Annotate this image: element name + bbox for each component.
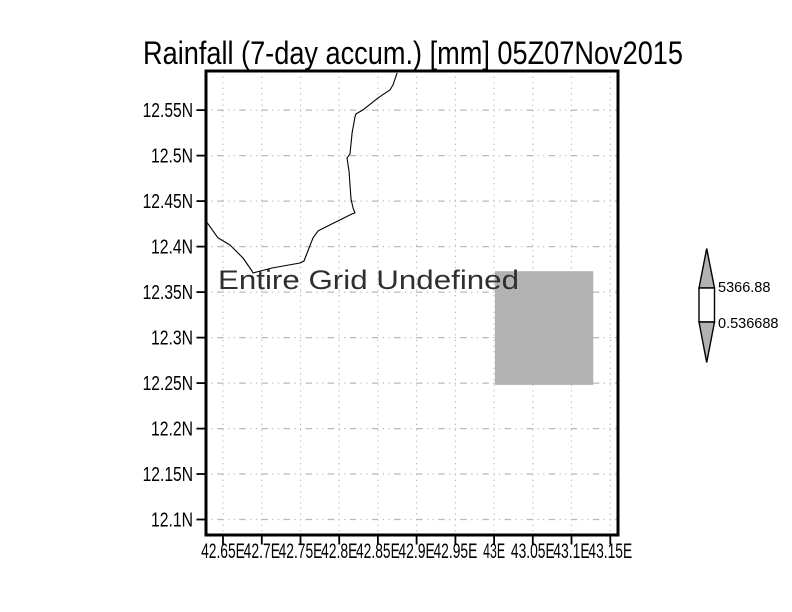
- chart-title: Rainfall (7-day accum.) [mm] 05Z07Nov201…: [143, 35, 683, 71]
- x-tick-label: 42.85E: [356, 540, 400, 563]
- x-tick-label: 43.05E: [511, 540, 555, 563]
- coastline: [205, 72, 398, 274]
- x-tick-label: 43.1E: [553, 540, 590, 563]
- y-tick-label: 12.2N: [151, 419, 193, 441]
- axis-ticks: [196, 109, 612, 545]
- coastline-path: [205, 72, 398, 274]
- y-tick-label: 12.15N: [143, 464, 193, 486]
- y-tick-label: 12.25N: [143, 373, 193, 395]
- y-tick-label: 12.5N: [151, 146, 193, 168]
- x-tick-label: 42.8E: [321, 540, 358, 563]
- x-tick-label: 42.9E: [398, 540, 435, 563]
- y-tick-label: 12.55N: [143, 100, 193, 122]
- x-tick-label: 43E: [483, 540, 505, 563]
- colorbar-band: [698, 287, 716, 323]
- colorbar-upper-arrow-icon: [698, 248, 716, 289]
- x-tick-label: 42.65E: [201, 540, 245, 563]
- map-frame: [204, 69, 620, 537]
- colorbar-min-label: 0.536688: [718, 316, 778, 332]
- y-tick-label: 12.1N: [151, 510, 193, 532]
- colorbar-max-label: 5366.88: [718, 280, 770, 296]
- x-tick-label: 42.75E: [279, 540, 323, 563]
- shaded-rect: [494, 271, 594, 385]
- x-tick-label: 43.15E: [588, 540, 632, 563]
- y-tick-label: 12.35N: [143, 282, 193, 304]
- colorbar: [698, 248, 716, 363]
- undefined-grid-message: Entire Grid Undefined: [218, 265, 519, 295]
- colorbar-lower-arrow-icon: [698, 321, 716, 363]
- y-tick-label: 12.3N: [151, 328, 193, 350]
- y-tick-label: 12.4N: [151, 237, 193, 259]
- undefined-shaded-region: [494, 271, 594, 385]
- x-tick-label: 42.7E: [244, 540, 281, 563]
- y-tick-label: 12.45N: [143, 191, 193, 213]
- x-tick-label: 42.95E: [434, 540, 478, 563]
- y-axis-labels: 12.55N 12.5N 12.45N 12.4N 12.35N 12.3N 12.25N 1…: [143, 100, 193, 531]
